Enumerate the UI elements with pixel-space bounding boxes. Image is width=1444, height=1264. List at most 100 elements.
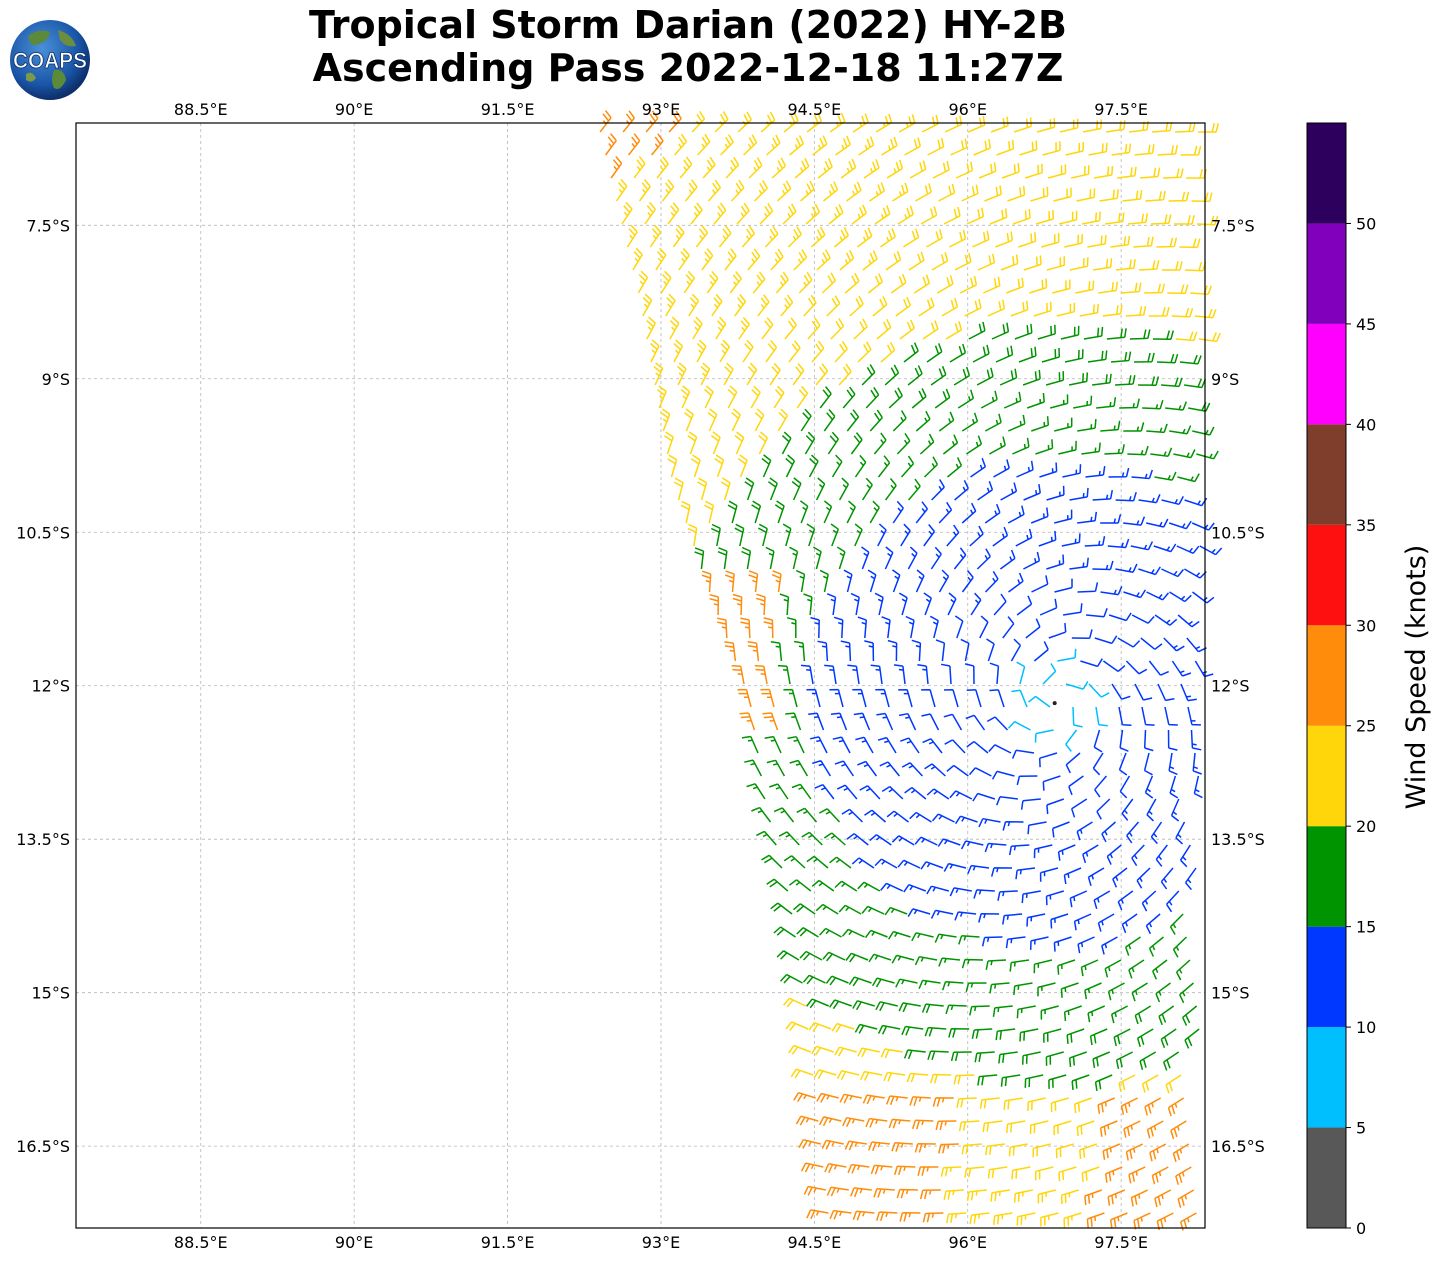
wind-barb [848, 976, 872, 987]
wind-barb [1070, 165, 1090, 179]
wind-barb [846, 409, 860, 432]
wind-barb [830, 712, 848, 731]
wind-barb [1060, 1189, 1080, 1205]
lon-label-bottom: 93°E [642, 1233, 680, 1252]
wind-barb [984, 571, 999, 593]
wind-barb [1016, 460, 1034, 478]
wind-barb [678, 248, 690, 271]
wind-barb [980, 390, 998, 409]
wind-barb [649, 224, 662, 248]
wind-barb [842, 1116, 865, 1128]
wind-barb [823, 409, 836, 432]
wind-barb [792, 363, 805, 386]
wind-barb [1186, 637, 1207, 653]
wind-barb [834, 880, 858, 892]
wind-barb [863, 159, 880, 179]
wind-barb [903, 883, 927, 893]
wind-barb [948, 1028, 970, 1038]
wind-barb [1076, 821, 1093, 841]
wind-barb [789, 546, 799, 570]
wind-barb [1192, 591, 1215, 604]
wind-barb [711, 293, 723, 317]
wind-barb [1035, 209, 1054, 225]
wind-barb [1023, 483, 1041, 501]
wind-barb [875, 1211, 898, 1222]
lon-label-bottom: 88.5°E [174, 1233, 228, 1252]
wind-barb [1003, 391, 1022, 409]
wind-barb [859, 785, 881, 800]
wind-barb [788, 879, 812, 892]
wind-barb [752, 271, 766, 294]
wind-barb [879, 228, 896, 248]
wind-barb [926, 788, 950, 800]
wind-barb [876, 712, 894, 731]
wind-barb [860, 1070, 883, 1081]
wind-barb [808, 454, 819, 478]
wind-barb [783, 855, 806, 869]
wind-barb [1101, 821, 1116, 843]
wind-barb [979, 615, 989, 639]
wind-barb [1127, 213, 1149, 225]
wind-barb [938, 569, 950, 593]
wind-barb [861, 905, 885, 915]
wind-barb [839, 249, 855, 271]
wind-barb [834, 760, 855, 777]
wind-barb [1010, 300, 1029, 317]
wind-barb [867, 569, 877, 593]
wind-barb [679, 156, 693, 179]
wind-barb [1045, 890, 1065, 906]
wind-barb [855, 736, 874, 754]
wind-barb [744, 759, 763, 777]
wind-barb [1134, 1005, 1152, 1025]
wind-barb [957, 389, 975, 409]
wind-barb [1161, 261, 1183, 271]
wind-barb [1043, 1028, 1062, 1043]
wind-barb [677, 362, 687, 386]
wind-barb [909, 160, 927, 179]
wind-barb [1127, 445, 1149, 456]
wind-barb [1086, 1212, 1105, 1229]
wind-barb [895, 296, 911, 317]
lon-label-top: 91.5°E [481, 100, 535, 119]
wind-barb [1175, 1166, 1192, 1185]
wind-barb [1022, 369, 1041, 386]
wind-barb [1187, 706, 1201, 726]
wind-barb [1168, 191, 1190, 202]
wind-barb [1054, 417, 1073, 432]
wind-barb [891, 954, 915, 964]
wind-barb [935, 639, 946, 662]
wind-barb [785, 454, 796, 478]
wind-barb [969, 1212, 990, 1225]
wind-barb [805, 203, 821, 225]
wind-barb [921, 114, 939, 133]
wind-barb [793, 1091, 816, 1102]
wind-barb [1156, 237, 1178, 248]
wind-barb [1002, 913, 1023, 925]
wind-barb [946, 1212, 967, 1224]
wind-barb [1125, 1143, 1144, 1161]
wind-barb [949, 887, 972, 897]
wind-barb [1102, 1143, 1121, 1160]
wind-barb [829, 688, 844, 708]
wind-barb [911, 1119, 934, 1130]
wind-barb [742, 339, 754, 363]
wind-barb [1084, 1189, 1103, 1206]
lat-label-right: 7.5°S [1211, 216, 1255, 235]
wind-barb [1186, 169, 1208, 179]
wind-barb [775, 271, 789, 294]
wind-barb [1175, 821, 1186, 845]
wind-barb [937, 838, 961, 847]
wind-barb [1007, 185, 1026, 202]
wind-barb [800, 180, 815, 202]
wind-barb [622, 110, 635, 133]
wind-barb [978, 162, 997, 179]
wind-barb [985, 959, 1007, 970]
wind-barb [717, 547, 728, 570]
wind-barb [1023, 551, 1041, 570]
wind-barb [1113, 1028, 1131, 1047]
wind-barb [1161, 568, 1184, 578]
wind-barb [846, 833, 869, 846]
wind-barb [767, 477, 778, 501]
wind-barb [1138, 260, 1160, 271]
wind-barb [871, 977, 895, 988]
